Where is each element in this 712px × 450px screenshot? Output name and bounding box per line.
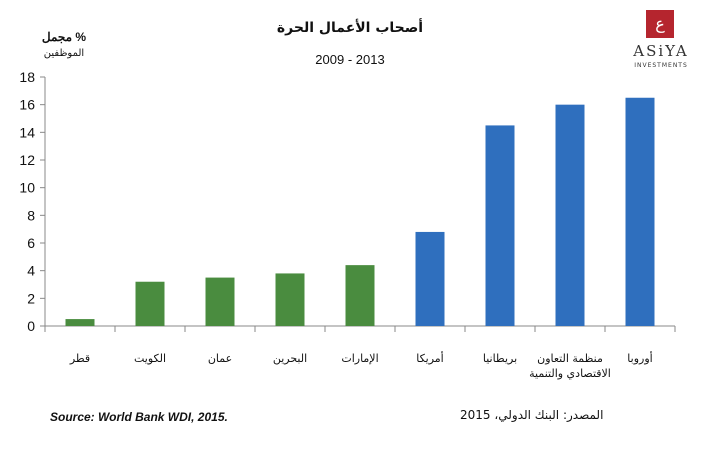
y-tick-label: 16 [19,97,35,113]
bar [65,319,95,326]
y-tick-label: 2 [27,290,35,306]
bar-chart: 0 2 4 6 8 10 12 14 16 18 قطر الكويت عمان البحرين الإما… [19,69,676,380]
x-tick-label: الإمارات [341,352,378,365]
logo-mark-icon: ع [646,10,674,38]
bar [275,273,305,326]
bar [415,231,445,326]
x-tick-label: الكويت [134,352,166,365]
chart-subtitle: 2009 - 2013 [315,52,385,67]
company-logo: ع ASiYA INVESTMENTS [626,10,696,74]
y-tick-label: 6 [27,235,35,251]
source-english: Source: World Bank WDI, 2015. [50,410,228,424]
y-tick-label: 4 [27,263,35,279]
x-tick-label: أوروبا [627,351,652,365]
bar [485,125,515,327]
source-arabic: المصدر: البنك الدولي، 2015 [460,408,604,422]
bar [135,281,165,326]
y-tick-label: 8 [27,207,35,223]
x-tick-label: الاقتصادي والتنمية [529,367,611,380]
y-tick-label: 18 [19,69,35,85]
x-tick-label: بريطانيا [483,352,517,365]
x-tick-label: منظمة التعاون [537,352,603,365]
logo-subtitle: INVESTMENTS [634,62,688,69]
chart-title: أصحاب الأعمال الحرة [276,20,424,36]
x-tick-label: قطر [69,352,90,365]
y-tick-label: 12 [19,152,35,168]
logo-name: ASiYA [633,42,689,60]
bar [345,265,375,326]
bar [555,104,585,327]
bar [625,97,655,326]
bar [205,277,235,326]
y-axis-label: % مجمل [41,30,87,44]
x-tick-label: عمان [208,352,232,365]
x-tick-label: البحرين [273,352,307,365]
y-tick-label: 14 [19,124,35,140]
x-tick-label: أمريكا [416,351,444,365]
y-axis-label-sub: الموظفين [43,48,85,59]
y-tick-label: 10 [19,180,35,196]
y-tick-label: 0 [27,318,35,334]
